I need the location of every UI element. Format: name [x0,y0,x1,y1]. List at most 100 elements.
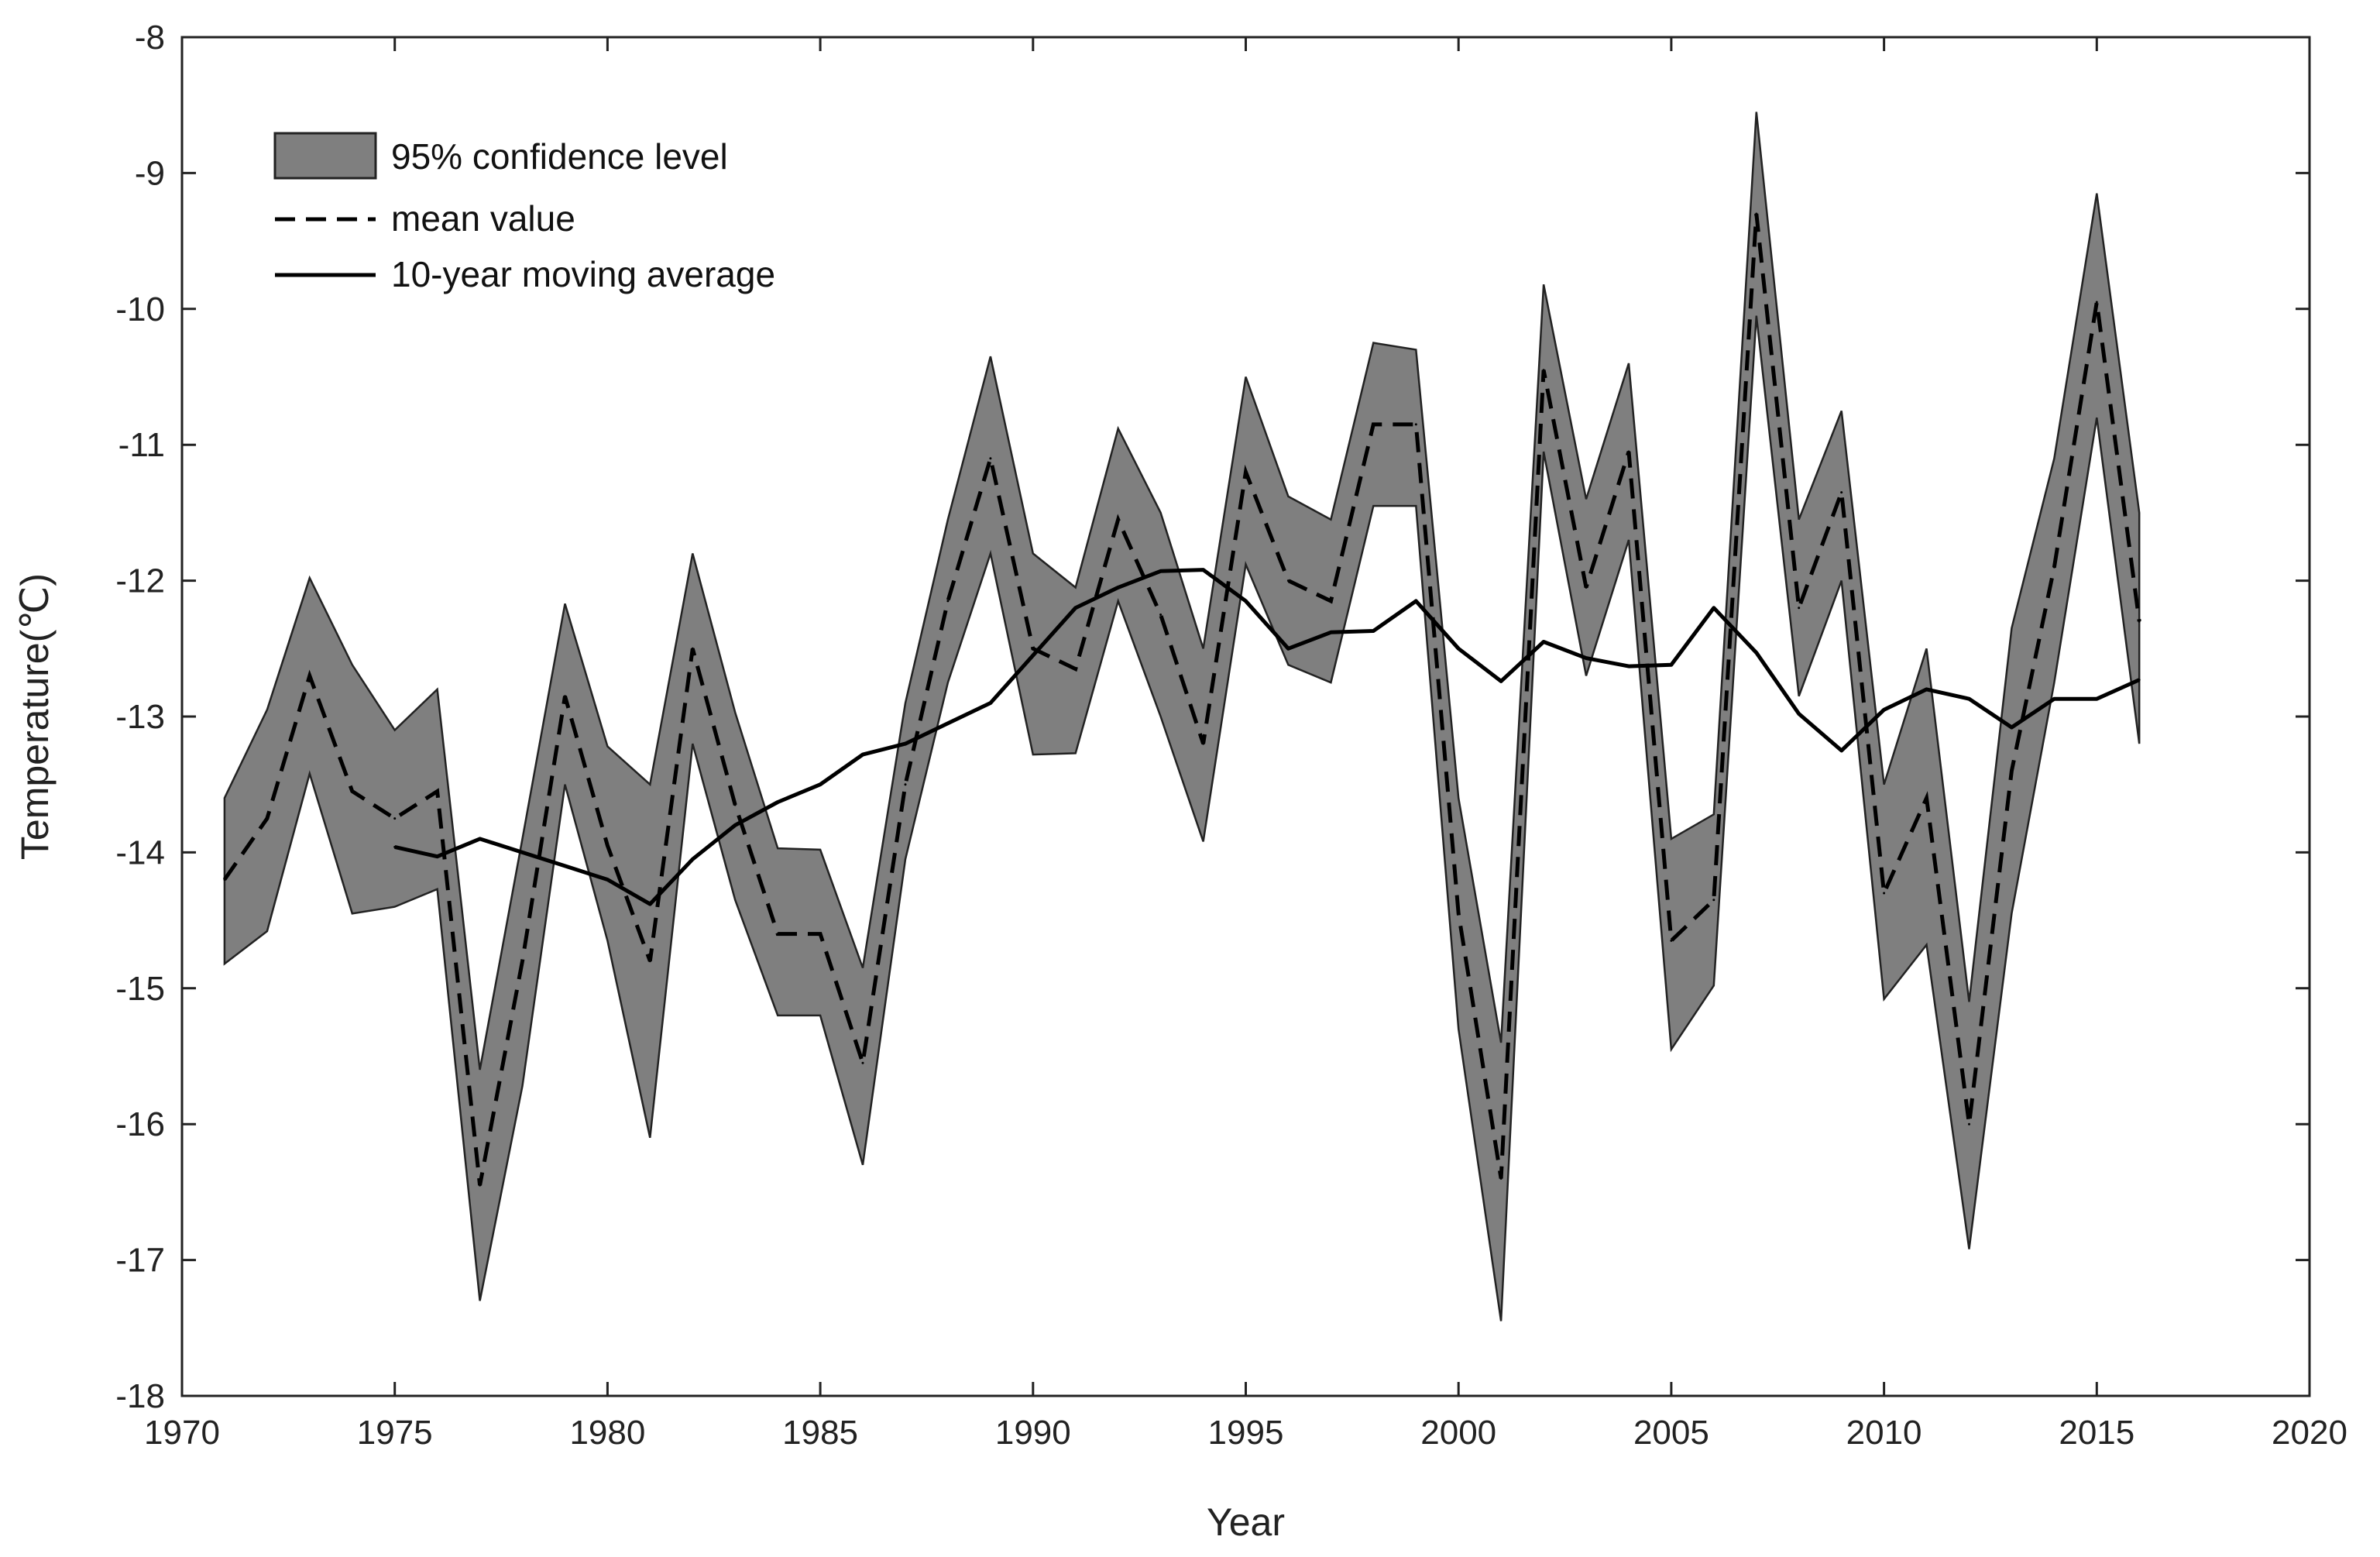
x-axis-label: Year [1207,1500,1285,1544]
y-tick-label: -15 [115,970,165,1008]
mean-value-point [1542,369,1545,372]
x-tick-label: 2010 [1846,1414,1922,1452]
moving-average-point [1245,600,1247,603]
mean-value-point [819,933,822,936]
moving-average-point [1117,586,1120,589]
moving-average-point [691,858,694,861]
moving-average-point [1457,647,1460,650]
plot-area [222,112,2141,1322]
mean-value-point [1074,668,1077,671]
moving-average-line [394,568,2141,906]
mean-value-point [648,960,651,963]
mean-value-point [1712,899,1715,902]
mean-value-point [1286,579,1290,583]
moving-average-point [1542,641,1545,643]
moving-average-point [1032,654,1035,657]
x-tick-label: 1980 [569,1414,645,1452]
mean-value-point [2095,301,2098,304]
mean-value-point [2138,620,2141,623]
mean-value-point [1032,647,1035,650]
moving-average-point [989,702,992,704]
axis-ticks: 1970 1975 1980 1985 1990 1995 2000 2005 2010 2015… [115,19,2347,1452]
moving-average-point [479,837,482,840]
moving-average-point [1499,679,1503,682]
mean-value-point [1499,1177,1503,1180]
moving-average-point [904,742,907,745]
y-tick-label: -11 [118,426,165,464]
mean-value-point [564,695,566,698]
moving-average-point [776,801,779,803]
y-tick-label: -8 [135,19,165,57]
moving-average-point [1670,663,1673,666]
moving-average-point [1329,631,1332,634]
x-tick-label: 2005 [1633,1414,1709,1452]
mean-value-point [1798,607,1801,610]
moving-average-point [1202,569,1205,572]
y-tick-label: -13 [115,698,165,736]
mean-value-point [946,600,950,603]
moving-average-point [2052,697,2055,700]
moving-average-point [1840,749,1843,752]
y-tick-label: -17 [115,1242,165,1280]
moving-average-point [733,823,737,827]
x-tick-label: 2020 [2272,1414,2347,1452]
mean-value-point [904,783,907,786]
moving-average-point [521,851,524,854]
y-tick-label: -12 [115,562,165,600]
mean-value-point [1117,518,1120,521]
y-tick-label: -18 [115,1377,165,1415]
moving-average-point [1074,607,1077,610]
legend-label-band: 95% confidence level [391,136,728,177]
mean-value-point [1840,491,1843,494]
legend: 95% confidence level mean value 10-year … [273,132,775,294]
mean-value-point [1670,939,1673,942]
moving-average-point [1883,708,1886,711]
mean-value-point [266,817,269,820]
legend-label-moving-average: 10-year moving average [391,254,775,294]
moving-average-point [1712,607,1715,610]
mean-value-point [521,960,524,963]
mean-value-point [2052,565,2055,569]
mean-value-point [2010,769,2013,772]
y-tick-label: -14 [115,833,165,871]
moving-average-point [819,783,822,786]
moving-average-point [1925,688,1928,691]
mean-value-point [1159,614,1163,616]
moving-average-point [1755,651,1758,655]
x-tick-label: 1985 [782,1414,858,1452]
mean-value-point [1627,450,1630,453]
moving-average-point [436,855,439,858]
mean-value-point [1372,423,1375,426]
x-tick-label: 1975 [357,1414,433,1452]
y-axis-label: Temperature(℃) [13,573,57,860]
mean-value-point [1755,212,1758,215]
confidence-band [223,112,2141,1322]
mean-value-point [1883,892,1886,895]
mean-value-point [733,803,737,806]
y-tick-label: -9 [135,154,165,192]
mean-value-point [1925,796,1928,799]
moving-average-point [1968,697,1970,700]
mean-value-point [223,878,226,881]
x-tick-label: 1970 [144,1414,220,1452]
moving-average-point [2095,697,2098,700]
moving-average-point [1414,600,1417,603]
y-tick-label: -10 [115,290,165,328]
moving-average-point [2010,726,2013,729]
moving-average-point [1627,665,1630,668]
moving-average-point [1372,630,1375,632]
legend-label-mean: mean value [391,198,575,239]
moving-average-point [1798,713,1801,715]
x-tick-label: 1990 [995,1414,1071,1452]
y-tick-label: -16 [115,1105,165,1143]
legend-band-swatch [273,132,377,180]
mean-value-point [691,647,694,650]
mean-value-point [1585,586,1588,589]
moving-average-point [1585,657,1588,660]
mean-value-point [1968,1122,1970,1126]
moving-average-point [1159,569,1163,572]
mean-value-point [861,1061,864,1064]
mean-value-point [436,790,439,792]
mean-value-point [351,790,354,792]
